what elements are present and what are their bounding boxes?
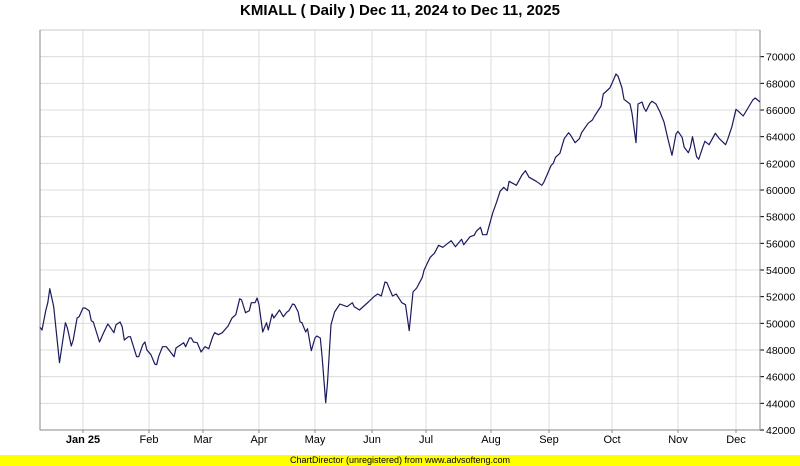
chart-title: KMIALL ( Daily ) Dec 11, 2024 to Dec 11,…	[240, 2, 560, 19]
line-chart: 42000 44000 46000 48000 50000 52000 54000 56000…	[39, 29, 795, 446]
y-tick-label: 58000	[766, 212, 795, 224]
y-tick-label: 48000	[766, 345, 795, 357]
axes: 42000 44000 46000 48000 50000 52000 54000 56000…	[39, 30, 795, 446]
y-tick-label: 44000	[766, 398, 795, 410]
plot-area	[39, 29, 761, 431]
y-tick-label: 42000	[766, 425, 795, 437]
grid	[39, 29, 761, 431]
price-line	[39, 73, 761, 404]
x-tick-label: Oct	[603, 434, 620, 446]
x-tick-label: Dec	[726, 434, 746, 446]
x-tick-label: Apr	[250, 434, 267, 446]
y-tick-label: 64000	[766, 132, 795, 144]
y-tick-label: 52000	[766, 292, 795, 304]
series-group	[39, 73, 761, 404]
x-tick-label: Sep	[539, 434, 559, 446]
y-tick-label: 60000	[766, 185, 795, 197]
y-tick-label: 46000	[766, 372, 795, 384]
y-tick-label: 62000	[766, 158, 795, 170]
x-tick-label: Nov	[668, 434, 688, 446]
x-tick-label: Feb	[140, 434, 159, 446]
x-tick-label: May	[305, 434, 326, 446]
y-tick-label: 56000	[766, 238, 795, 250]
y-tick-label: 70000	[766, 52, 795, 64]
y-tick-label: 66000	[766, 105, 795, 117]
x-tick-label: Jul	[419, 434, 433, 446]
y-tick-label: 50000	[766, 318, 795, 330]
watermark-footer: ChartDirector (unregistered) from www.ad…	[0, 455, 800, 466]
x-tick-label: Mar	[194, 434, 213, 446]
x-tick-label: Aug	[481, 434, 501, 446]
x-tick-label: Jan 25	[66, 434, 100, 446]
y-tick-label: 68000	[766, 78, 795, 90]
x-tick-label: Jun	[363, 434, 381, 446]
y-tick-label: 54000	[766, 265, 795, 277]
